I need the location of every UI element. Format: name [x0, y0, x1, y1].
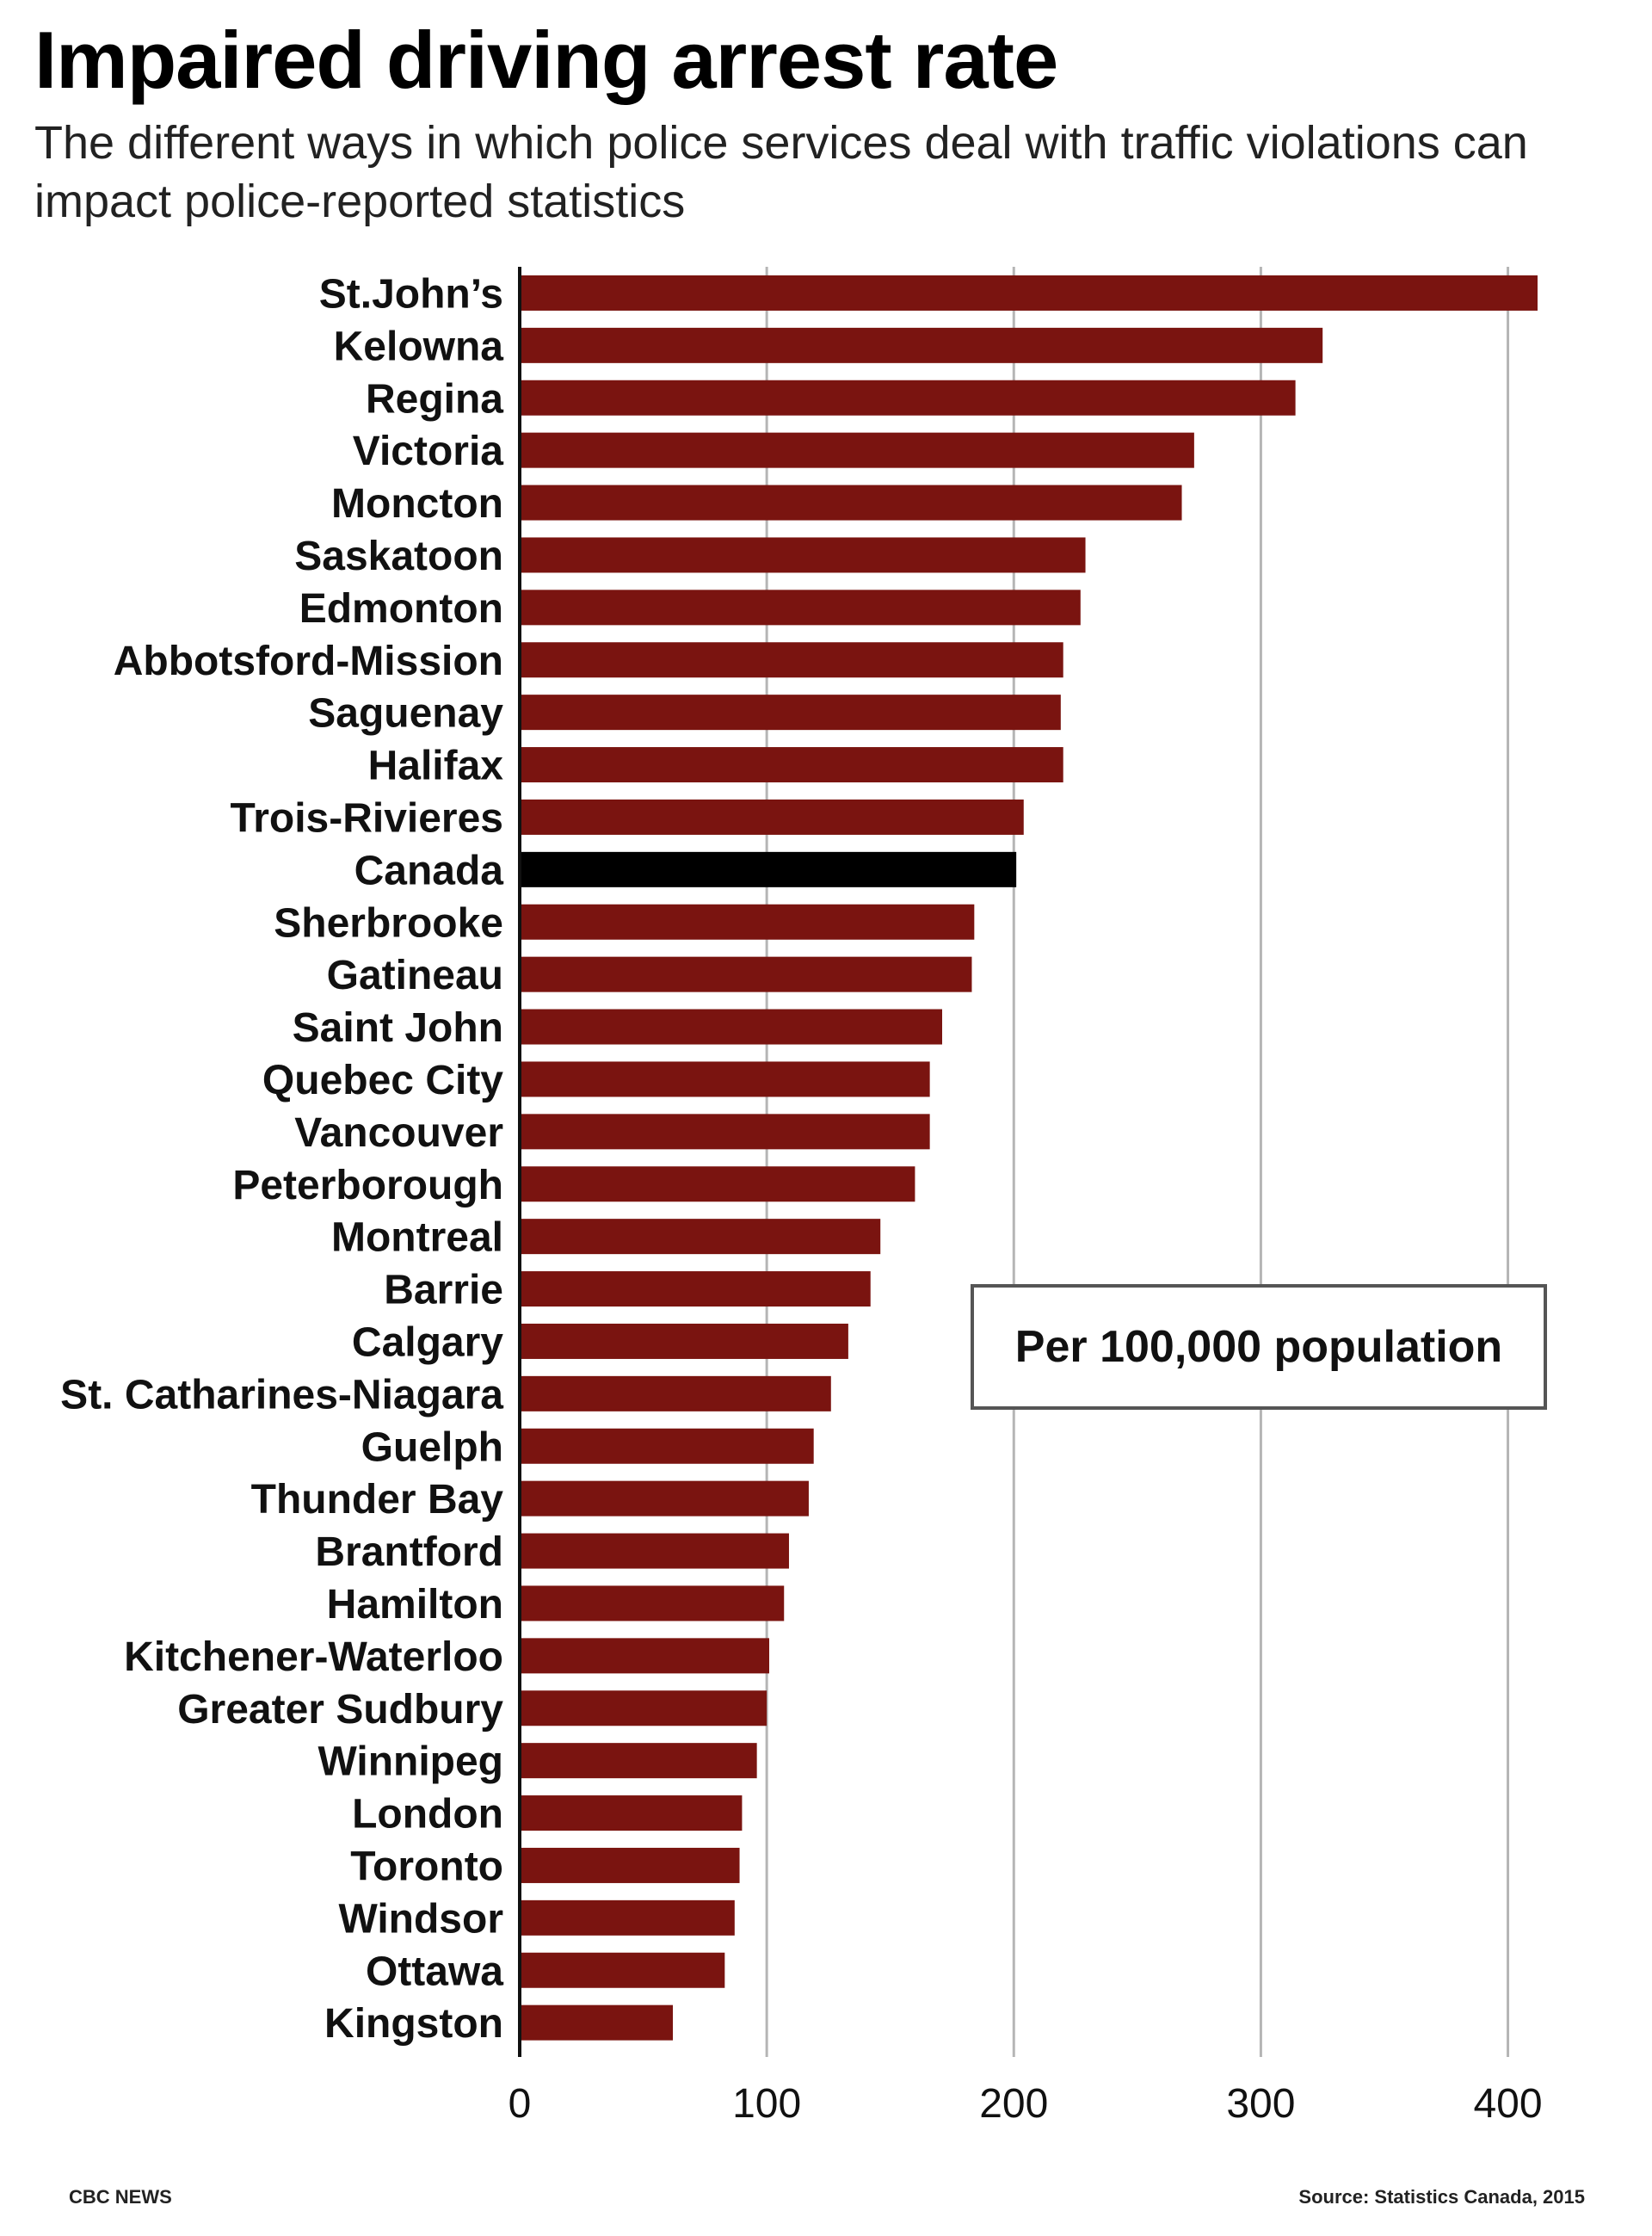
source-label: Source: Statistics Canada, 2015 — [1298, 2186, 1585, 2208]
bar — [520, 590, 1081, 626]
bar — [520, 537, 1086, 573]
chart-title: Impaired driving arrest rate — [34, 15, 1058, 105]
category-label: Guelph — [361, 1424, 503, 1470]
category-label: Greater Sudbury — [177, 1687, 503, 1733]
category-label: Moncton — [331, 481, 503, 527]
bar — [520, 956, 972, 992]
bar — [520, 327, 1323, 363]
bar — [520, 642, 1063, 678]
bar — [520, 1585, 785, 1621]
category-label: Hamilton — [327, 1582, 503, 1628]
bar — [520, 1114, 930, 1150]
x-tick-label: 300 — [1226, 2081, 1295, 2127]
bar — [520, 1271, 871, 1307]
bar — [520, 2004, 674, 2041]
bar — [520, 1166, 915, 1202]
category-label: Kitchener-Waterloo — [124, 1634, 503, 1680]
x-tick-label: 100 — [732, 2081, 801, 2127]
bar — [520, 695, 1061, 731]
category-label: Montreal — [331, 1215, 503, 1261]
category-label: Saguenay — [308, 691, 503, 737]
bar — [520, 904, 975, 940]
category-label: Barrie — [384, 1268, 503, 1313]
category-label: Trois-Rivieres — [231, 795, 503, 841]
bar — [520, 1899, 735, 1936]
category-label: Brantford — [315, 1529, 503, 1575]
category-label: Halifax — [368, 744, 504, 789]
bar — [520, 1061, 930, 1097]
bar — [520, 1480, 809, 1516]
bar — [520, 1743, 757, 1779]
category-label: Victoria — [353, 429, 504, 474]
category-label: Peterborough — [232, 1163, 503, 1208]
bar — [520, 851, 1017, 887]
bar — [520, 485, 1182, 521]
category-label: Ottawa — [366, 1949, 503, 1994]
bar — [520, 380, 1296, 416]
category-label: Regina — [366, 376, 503, 422]
category-label: Toronto — [350, 1844, 503, 1889]
x-tick-label: 200 — [979, 2081, 1048, 2127]
category-label: Thunder Bay — [251, 1477, 504, 1523]
category-label: Kelowna — [334, 324, 504, 369]
bar — [520, 275, 1538, 311]
bar — [520, 1533, 789, 1569]
category-label: Edmonton — [299, 586, 503, 632]
category-label: Vancouver — [294, 1110, 503, 1156]
bar — [520, 799, 1024, 835]
category-label: Quebec City — [262, 1058, 503, 1103]
category-label: Kingston — [324, 2001, 503, 2047]
bar — [520, 1428, 814, 1464]
bar — [520, 432, 1194, 468]
category-label: Canada — [354, 848, 504, 893]
category-label: Saint John — [293, 1005, 503, 1051]
category-label: St. Catharines-Niagara — [60, 1372, 503, 1418]
bar — [520, 747, 1063, 783]
x-tick-label: 400 — [1473, 2081, 1542, 2127]
bar — [520, 1219, 881, 1255]
bar — [520, 1323, 848, 1359]
bar — [520, 1690, 767, 1726]
category-label: Saskatoon — [294, 534, 503, 579]
bar — [520, 1375, 831, 1411]
category-label: Calgary — [352, 1319, 503, 1365]
category-label: Abbotsford-Mission — [114, 639, 503, 684]
unit-annotation: Per 100,000 population — [971, 1284, 1547, 1410]
category-label: St.John’s — [319, 271, 503, 317]
bar — [520, 1847, 740, 1883]
category-label: Sherbrooke — [274, 900, 503, 946]
category-label: London — [352, 1792, 503, 1838]
bar — [520, 1009, 943, 1045]
category-label: Windsor — [338, 1896, 503, 1942]
chart-subtitle: The different ways in which police servi… — [34, 117, 1528, 227]
bar — [520, 1795, 743, 1831]
bar — [520, 1952, 725, 1988]
x-tick-label: 0 — [509, 2081, 532, 2127]
category-label: Winnipeg — [317, 1739, 503, 1785]
credit-label: CBC NEWS — [69, 2186, 172, 2208]
bar — [520, 1638, 770, 1674]
category-label: Gatineau — [327, 953, 503, 998]
